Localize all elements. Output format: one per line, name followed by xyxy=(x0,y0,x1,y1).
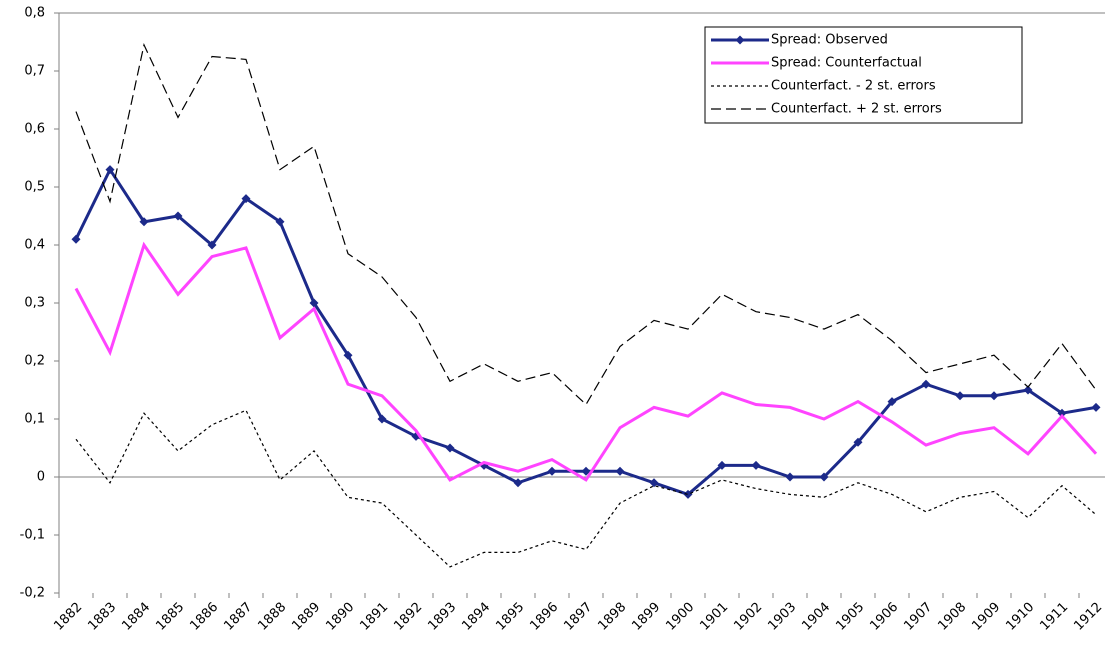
x-tick-label: 1894 xyxy=(459,600,493,634)
marker xyxy=(207,240,217,250)
legend-label: Counterfact. - 2 st. errors xyxy=(771,79,936,94)
x-tick-label: 1892 xyxy=(391,600,425,634)
x-tick-label: 1901 xyxy=(697,600,731,634)
marker xyxy=(1057,408,1067,418)
x-tick-label: 1889 xyxy=(289,600,323,634)
legend-label: Counterfact. + 2 st. errors xyxy=(771,102,942,117)
x-tick-label: 1910 xyxy=(1003,600,1037,634)
marker xyxy=(275,217,285,227)
x-tick-label: 1899 xyxy=(629,600,663,634)
x-tick-label: 1905 xyxy=(833,600,867,634)
marker xyxy=(1023,385,1033,395)
marker xyxy=(71,234,81,244)
marker xyxy=(139,217,149,227)
marker xyxy=(343,350,353,360)
x-tick-label: 1900 xyxy=(663,600,697,634)
x-tick-label: 1912 xyxy=(1071,600,1105,634)
x-tick-label: 1882 xyxy=(51,600,85,634)
series-line xyxy=(75,409,1097,568)
x-tick-label: 1886 xyxy=(187,600,221,634)
marker xyxy=(921,379,931,389)
marker xyxy=(853,437,863,447)
legend-marker xyxy=(735,35,745,45)
y-tick-label: 0,6 xyxy=(24,122,45,137)
y-tick-label: 0,7 xyxy=(24,64,45,79)
marker xyxy=(649,478,659,488)
x-tick-label: 1897 xyxy=(561,600,595,634)
y-tick-label: 0,2 xyxy=(24,354,45,369)
x-tick-label: 1909 xyxy=(969,600,1003,634)
marker xyxy=(955,391,965,401)
x-tick-label: 1907 xyxy=(901,600,935,634)
series-line xyxy=(74,241,1098,482)
marker xyxy=(241,194,251,204)
marker xyxy=(887,397,897,407)
x-tick-label: 1895 xyxy=(493,600,527,634)
marker xyxy=(377,414,387,424)
legend-label: Spread: Counterfactual xyxy=(771,56,922,71)
y-tick-label: 0,1 xyxy=(24,412,45,427)
x-tick-label: 1890 xyxy=(323,600,357,634)
x-tick-label: 1902 xyxy=(731,600,765,634)
marker xyxy=(615,466,625,476)
x-tick-label: 1884 xyxy=(119,600,153,634)
x-tick-label: 1883 xyxy=(85,600,119,634)
legend-box xyxy=(704,26,1023,124)
marker xyxy=(173,211,183,221)
marker xyxy=(547,466,557,476)
x-tick-label: 1908 xyxy=(935,600,969,634)
x-tick-label: 1903 xyxy=(765,600,799,634)
x-tick-label: 1898 xyxy=(595,600,629,634)
marker xyxy=(683,489,693,499)
marker xyxy=(989,391,999,401)
y-tick-label: -0,2 xyxy=(20,586,45,601)
x-tick-label: 1888 xyxy=(255,600,289,634)
series-line xyxy=(75,43,1097,406)
x-tick-label: 1887 xyxy=(221,600,255,634)
marker xyxy=(581,466,591,476)
marker xyxy=(1091,402,1101,412)
x-tick-label: 1896 xyxy=(527,600,561,634)
marker xyxy=(785,472,795,482)
x-tick-label: 1911 xyxy=(1037,600,1071,634)
marker xyxy=(819,472,829,482)
series-line xyxy=(74,166,1097,497)
y-tick-label: 0,3 xyxy=(24,296,45,311)
y-tick-label: 0,8 xyxy=(24,6,45,21)
x-tick-label: 1885 xyxy=(153,600,187,634)
x-tick-label: 1906 xyxy=(867,600,901,634)
y-tick-label: -0,1 xyxy=(20,528,45,543)
x-tick-label: 1891 xyxy=(357,600,391,634)
x-tick-label: 1904 xyxy=(799,600,833,634)
marker xyxy=(309,298,319,308)
legend-label: Spread: Observed xyxy=(771,33,888,48)
marker xyxy=(513,478,523,488)
y-tick-label: 0,5 xyxy=(24,180,45,195)
marker xyxy=(717,460,727,470)
y-tick-label: 0,4 xyxy=(24,238,45,253)
marker xyxy=(445,443,455,453)
y-tick-label: 0 xyxy=(37,470,45,485)
x-tick-label: 1893 xyxy=(425,600,459,634)
marker xyxy=(105,165,115,175)
marker xyxy=(751,460,761,470)
